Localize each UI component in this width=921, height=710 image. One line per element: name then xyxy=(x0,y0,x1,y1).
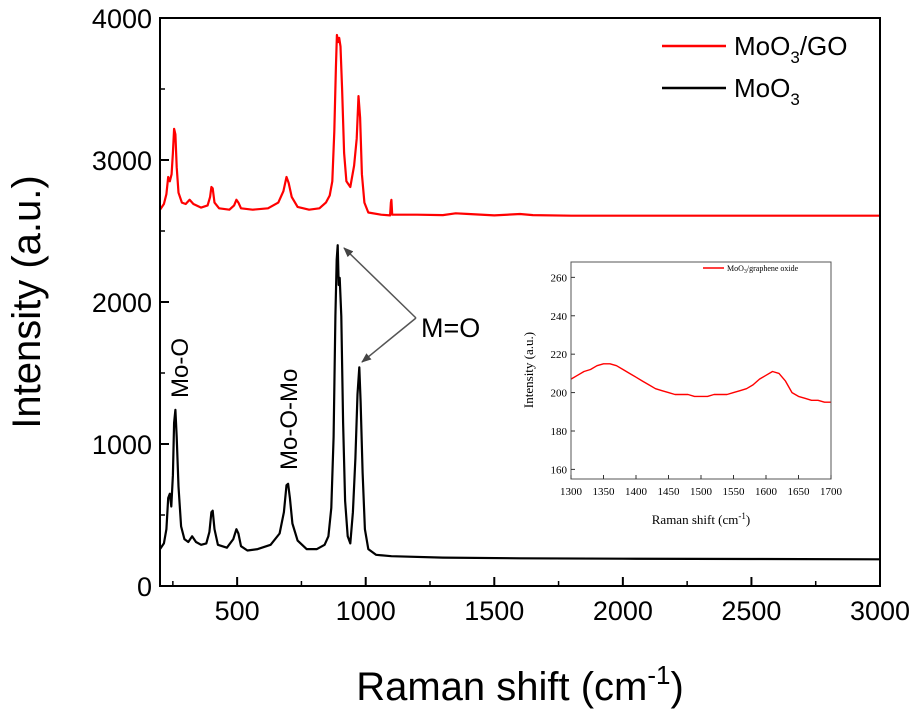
inset-x-tick-label: 1650 xyxy=(788,486,811,498)
inset-series-line-0 xyxy=(570,363,831,403)
inset-x-tick-label: 1350 xyxy=(593,486,616,498)
inset-x-tick-label: 1700 xyxy=(820,486,843,498)
inset-x-tick-label: 1550 xyxy=(723,486,746,498)
inset-x-tick-label: 1400 xyxy=(625,486,648,498)
inset-y-tick-label: 180 xyxy=(551,426,568,438)
annotation-arrow-lower xyxy=(361,317,417,363)
annotation-arrow-upper xyxy=(343,247,417,319)
inset-y-tick-label: 260 xyxy=(551,272,568,284)
inset-y-tick-label: 160 xyxy=(551,464,568,476)
legend-label-0: MoO3/GO xyxy=(734,31,847,67)
y-tick-label: 4000 xyxy=(92,4,152,34)
inset-y-tick-label: 240 xyxy=(551,311,568,323)
main-chart: 500 1000 1500 2000 2500 3000 0 1000 2000 3000 4000… xyxy=(5,4,910,709)
inset-y-axis-title: Intensity (a.u.) xyxy=(521,332,536,408)
series-line-0 xyxy=(159,33,880,217)
inset-x-axis-title: Raman shift (cm-1) xyxy=(652,511,751,527)
y-tick-label: 1000 xyxy=(92,430,152,460)
legend-label-1: MoO3 xyxy=(734,73,800,109)
x-tick-label: 1500 xyxy=(464,596,524,626)
x-axis-title: Raman shift (cm-1) xyxy=(356,660,684,709)
inset-background xyxy=(571,262,831,479)
inset-x-tick-label: 1500 xyxy=(690,486,713,498)
x-tick-label: 2500 xyxy=(721,596,781,626)
inset-x-tick-label: 1600 xyxy=(755,486,778,498)
y-tick-label: 2000 xyxy=(92,288,152,318)
series-line-1 xyxy=(159,244,881,561)
inset-chart: 1300 1350 1400 1450 1500 1550 1600 1650 1700 160 1… xyxy=(521,261,843,527)
inset-legend-label-0: MoO3/graphene oxide xyxy=(727,264,799,275)
x-tick-label: 1000 xyxy=(336,596,396,626)
y-tick-label: 3000 xyxy=(92,146,152,176)
annotation-m-eq-o: M=O xyxy=(421,313,480,343)
inset-x-tick-label: 1300 xyxy=(560,486,583,498)
x-tick-label: 500 xyxy=(215,596,260,626)
y-axis-title: Intensity (a.u.) xyxy=(5,175,49,428)
inset-y-tick-label: 200 xyxy=(551,388,568,400)
annotation-mo-o-mo: Mo-O-Mo xyxy=(276,369,303,470)
y-tick-label: 0 xyxy=(137,572,152,602)
x-tick-label: 3000 xyxy=(850,596,910,626)
inset-x-tick-label: 1450 xyxy=(658,486,681,498)
annotation-mo-o: Mo-O xyxy=(167,338,194,398)
inset-y-tick-label: 220 xyxy=(551,349,568,361)
x-tick-label: 2000 xyxy=(593,596,653,626)
